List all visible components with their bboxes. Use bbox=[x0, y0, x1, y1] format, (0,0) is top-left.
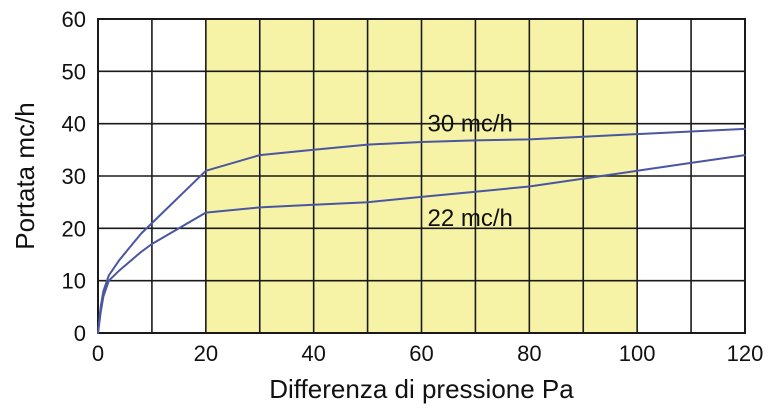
x-tick-label: 20 bbox=[194, 341, 218, 366]
grid bbox=[98, 19, 745, 333]
x-tick-label: 120 bbox=[727, 341, 764, 366]
x-tick-label: 60 bbox=[409, 341, 433, 366]
y-tick-label: 10 bbox=[62, 269, 86, 294]
y-tick-label: 50 bbox=[62, 59, 86, 84]
y-tick-label: 60 bbox=[62, 7, 86, 32]
y-axis-title: Portata mc/h bbox=[10, 102, 40, 249]
series-labels: 30 mc/h 22 mc/h bbox=[428, 111, 513, 232]
x-axis-title: Differenza di pressione Pa bbox=[269, 374, 574, 404]
y-tick-label: 20 bbox=[62, 216, 86, 241]
series-label-1: 30 mc/h bbox=[428, 111, 513, 138]
x-tick-label: 40 bbox=[301, 341, 325, 366]
x-tick-label: 80 bbox=[517, 341, 541, 366]
plot-frame bbox=[97, 18, 746, 334]
x-tick-label: 0 bbox=[92, 341, 104, 366]
y-tick-label: 0 bbox=[74, 321, 86, 346]
y-tick-label: 30 bbox=[62, 164, 86, 189]
x-tick-label: 100 bbox=[619, 341, 656, 366]
series-label-2: 22 mc/h bbox=[428, 205, 513, 232]
y-tick-labels: 0 10 20 30 40 50 60 bbox=[62, 7, 86, 346]
y-tick-label: 40 bbox=[62, 112, 86, 137]
series-lines bbox=[97, 127, 746, 334]
x-tick-labels: 0 20 40 60 80 100 120 bbox=[92, 341, 763, 366]
series-line-1 bbox=[97, 127, 746, 334]
series-line-2 bbox=[97, 154, 746, 334]
